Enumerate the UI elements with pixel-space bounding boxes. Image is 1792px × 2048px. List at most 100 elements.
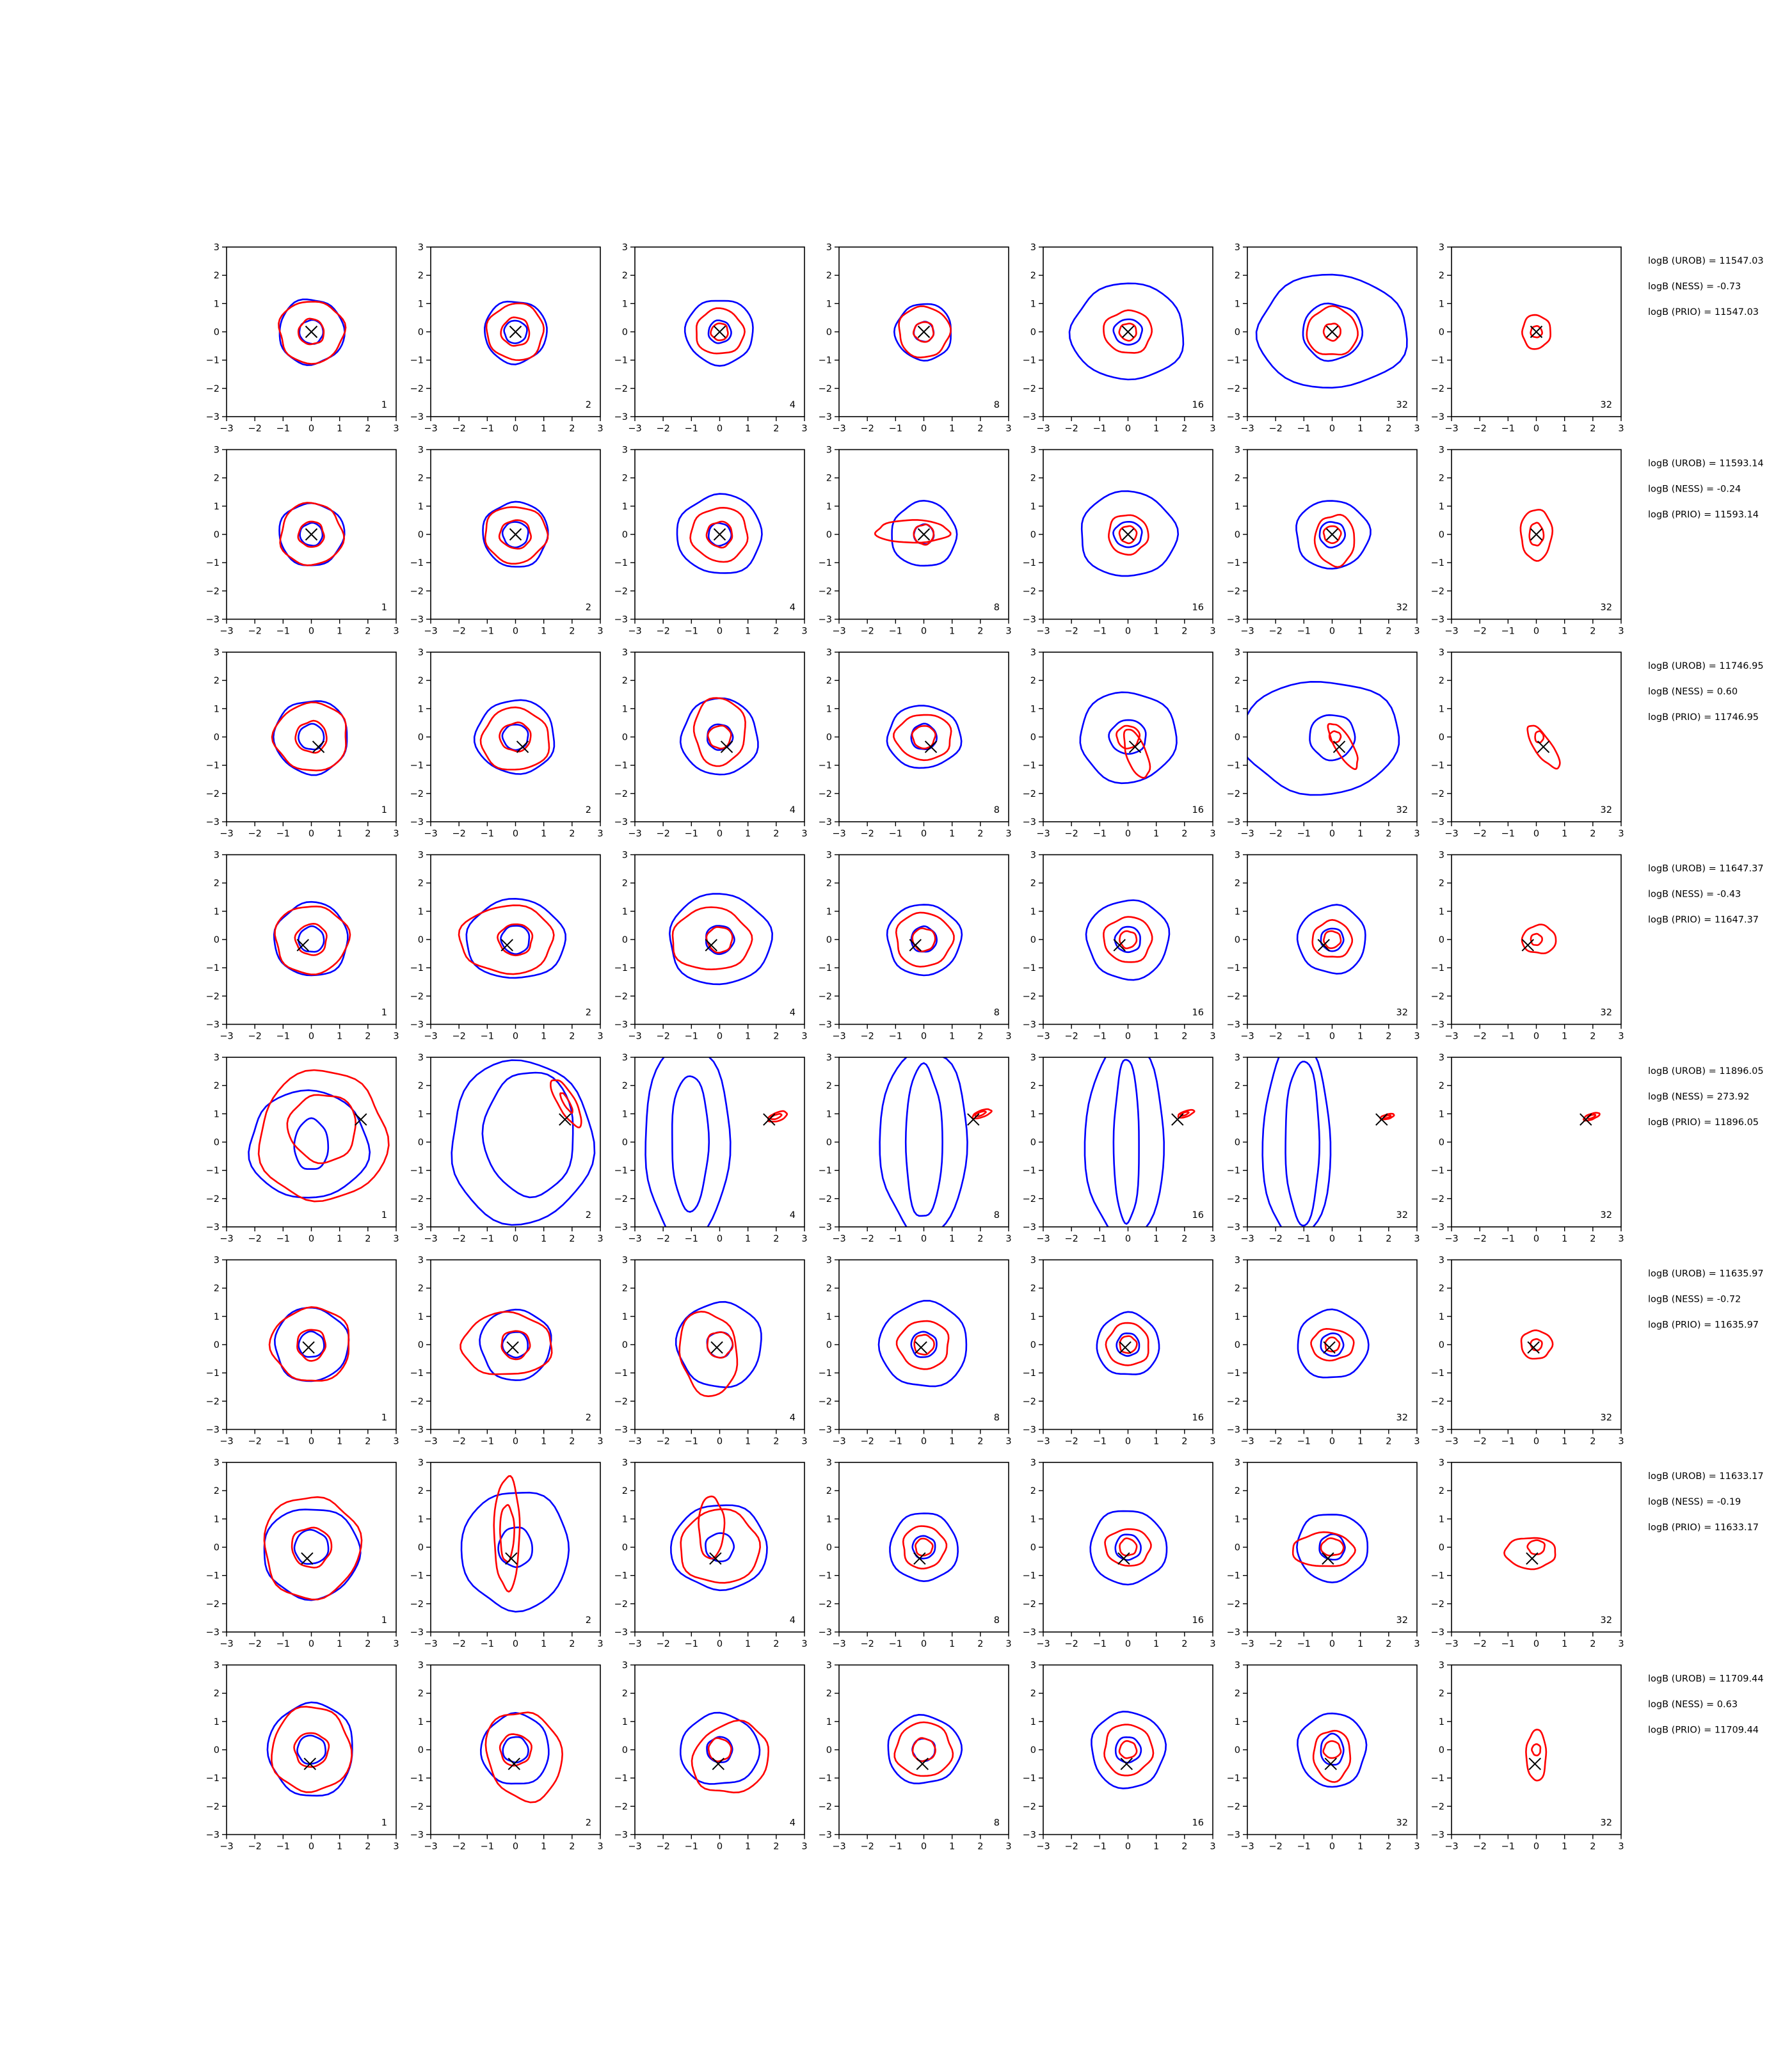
true-value-marker [505,1552,518,1565]
x-tick-label: 2 [569,424,575,434]
panel-r8-c5: −3−3 −2 −2 −1 −1 0 0 1 1 2 2 3 3 16 [1023,1661,1216,1852]
y-tick-label: −1 [819,761,832,771]
x-tick-label: −3 [1036,627,1050,637]
x-tick-label: −3 [1240,829,1254,839]
x-tick-label: 0 [717,1639,723,1649]
y-tick-label: 3 [1235,1053,1240,1063]
row-stat-3: logB (PRIO) = 11635.97 [1648,1320,1759,1331]
red-contour-2 [1119,1335,1138,1354]
y-tick-label: −2 [614,991,628,1002]
x-tick-label: 2 [1590,1842,1596,1852]
true-value-marker [1323,1341,1336,1354]
y-tick-label: 3 [418,851,424,861]
x-tick-label: 1 [541,1032,547,1042]
x-tick-label: 0 [1125,424,1131,434]
x-tick-label: 3 [1414,1842,1420,1852]
y-tick-label: 3 [622,1053,628,1063]
y-tick-label: 2 [1439,1081,1444,1091]
x-tick-label: 0 [513,424,518,434]
true-value-marker [506,1341,519,1354]
x-tick-label: −1 [481,424,494,434]
panel-count-label: 1 [381,400,387,410]
y-tick-label: 3 [214,1053,220,1063]
panel-count-label: 1 [381,603,387,613]
y-tick-label: −3 [410,412,424,422]
x-tick-label: 0 [717,627,723,637]
red-contour-1 [1103,309,1153,354]
panel-count-label: 32 [1601,603,1612,613]
y-tick-label: −1 [206,1571,220,1581]
panel-contours [1255,273,1408,389]
x-tick-label: 0 [513,1639,518,1649]
x-tick-label: −2 [1268,1032,1282,1042]
panel-r3-c1: −3−3 −2 −2 −1 −1 0 0 1 1 2 2 3 3 1 [206,648,399,839]
y-tick-label: 3 [1030,1256,1036,1266]
y-tick-label: −1 [1023,1773,1036,1784]
y-tick-label: 0 [826,733,832,743]
x-tick-label: −3 [628,829,641,839]
y-tick-label: −1 [410,1368,424,1379]
true-value-marker [1120,1757,1133,1770]
y-tick-label: −2 [1227,586,1240,596]
panel-count-label: 4 [790,603,796,613]
y-tick-label: 0 [1439,530,1444,540]
x-tick-label: 1 [1562,1437,1567,1447]
y-tick-label: 0 [214,1745,220,1756]
y-tick-label: −2 [1227,1802,1240,1812]
y-tick-label: 2 [418,1284,424,1294]
x-tick-label: −2 [1473,1437,1486,1447]
y-tick-label: 3 [1030,1661,1036,1671]
y-tick-label: 1 [418,1312,424,1322]
y-tick-label: −2 [1431,789,1444,799]
panel-r1-c1: −3−3 −2 −2 −1 −1 0 0 1 1 2 2 3 3 1 [206,243,399,434]
red-contour-2 [913,524,934,546]
x-tick-label: 3 [597,1032,603,1042]
y-tick-label: 3 [826,445,832,456]
red-contour-2 [1526,1539,1546,1556]
y-tick-label: −3 [1227,1628,1240,1638]
x-tick-label: 1 [1357,627,1363,637]
y-tick-label: 3 [1235,648,1240,658]
row-stat-2: logB (NESS) = -0.19 [1648,1497,1741,1507]
red-contour-1 [278,301,347,365]
x-tick-label: 2 [569,1639,575,1649]
x-tick-label: −2 [1268,1234,1282,1244]
panel-contours [1525,1729,1548,1782]
x-tick-label: 0 [921,1639,927,1649]
x-tick-label: 1 [541,1437,547,1447]
x-tick-label: 0 [1533,1032,1539,1042]
y-tick-label: 0 [418,1138,424,1148]
y-tick-label: −3 [1431,1020,1444,1030]
x-tick-label: 1 [1153,627,1159,637]
y-tick-label: 2 [622,879,628,889]
x-tick-label: −1 [1501,1639,1515,1649]
x-tick-label: 2 [365,1639,371,1649]
y-tick-label: 1 [1030,1717,1036,1727]
y-tick-label: −2 [410,586,424,596]
x-tick-label: −3 [832,627,845,637]
panel-count-label: 32 [1396,400,1408,410]
y-tick-label: 0 [1235,1138,1240,1148]
y-tick-label: 1 [1030,1312,1036,1322]
x-tick-label: −2 [1268,627,1282,637]
x-tick-label: −1 [685,1234,698,1244]
x-tick-label: 0 [921,1032,927,1042]
red-contour-1 [671,906,753,971]
true-value-marker [1121,325,1135,339]
red-contour-2 [1530,324,1543,339]
x-tick-label: 2 [773,1234,779,1244]
blue-contour-1 [266,1701,353,1797]
x-tick-label: 2 [365,627,371,637]
panel-r8-c4: −3−3 −2 −2 −1 −1 0 0 1 1 2 2 3 3 8 [819,1661,1012,1852]
true-value-marker [1317,939,1330,952]
x-tick-label: −1 [1501,1437,1515,1447]
x-tick-label: 0 [1329,1842,1335,1852]
y-tick-label: −3 [614,817,628,828]
true-value-marker [1119,1341,1132,1354]
row-stat-3: logB (PRIO) = 11647.37 [1648,915,1759,925]
y-tick-label: −3 [1227,817,1240,828]
x-tick-label: 0 [921,1234,927,1244]
x-tick-label: −1 [889,1032,902,1042]
row-stat-1: logB (UROB) = 11547.03 [1648,256,1764,266]
red-contour-2 [291,1526,333,1569]
